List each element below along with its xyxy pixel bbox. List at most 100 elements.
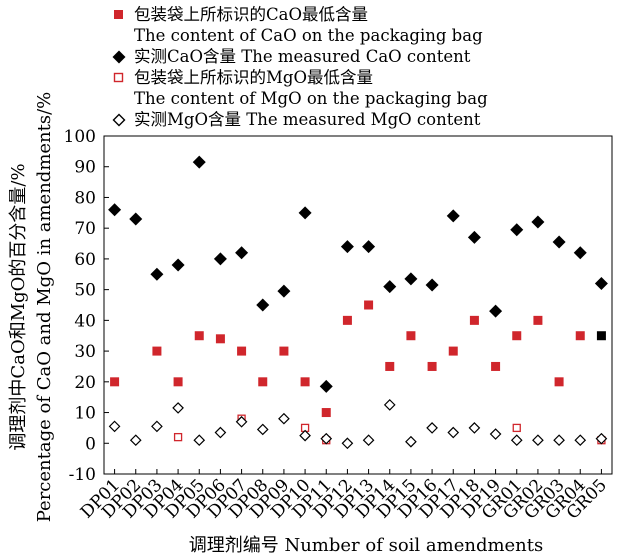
point-mgo-measured (383, 399, 396, 411)
point-cao-label (300, 377, 310, 387)
point-cao-label (258, 377, 268, 387)
point-mgo-measured (574, 434, 587, 447)
point-cao-measured (256, 298, 270, 312)
point-cao-measured (510, 223, 524, 237)
point-mgo-measured (341, 437, 354, 450)
point-mgo-measured (172, 402, 184, 414)
point-cao-measured (150, 267, 164, 281)
point-cao-measured (277, 284, 291, 298)
point-mgo-measured (193, 434, 206, 447)
legend: 包装袋上所标识的CaO最低含量 The content of CaO on th… (112, 4, 612, 130)
legend-marker-open-square (113, 72, 124, 83)
legend-label-cn: 包装袋上所标识的MgO最低含量 (134, 68, 373, 87)
point-cao-measured (404, 272, 418, 286)
point-cao-measured (383, 280, 397, 294)
point-mgo-measured (553, 434, 565, 447)
point-cao-label (385, 361, 395, 371)
point-mgo-measured (129, 434, 142, 447)
point-mgo-label (512, 423, 521, 433)
legend-item-mgo-measured: 实测MgO含量 The measured MgO content (112, 109, 612, 130)
y-tick-label: -10 (69, 465, 96, 485)
x-axis-label: 调理剂编号 Number of soil amendments (189, 535, 544, 556)
legend-marker-filled-square (114, 10, 123, 19)
point-mgo-measured (256, 423, 269, 436)
point-mgo-measured (108, 420, 121, 433)
point-cao-label (279, 346, 289, 356)
point-cao-measured (192, 155, 206, 169)
point-mgo-measured (532, 434, 544, 447)
y-axis-label-en: Percentage of CaO and MgO in amendments/… (34, 92, 55, 523)
legend-item-cao-label: 包装袋上所标识的CaO最低含量 The content of CaO on th… (112, 4, 612, 46)
point-cao-label (469, 315, 479, 325)
point-cao-measured (573, 246, 587, 260)
legend-label-cn: 实测CaO含量 (134, 47, 236, 66)
point-mgo-measured (468, 422, 481, 434)
point-cao-label (575, 331, 585, 341)
point-cao-label (512, 331, 522, 341)
legend-label-en: The measured CaO content (241, 47, 471, 66)
point-cao-measured (531, 215, 545, 229)
legend-label-cn: 实测MgO含量 (134, 110, 241, 129)
legend-label-en: The content of MgO on the packaging bag (134, 89, 488, 108)
point-mgo-measured (426, 422, 438, 434)
point-cao-label (491, 361, 501, 371)
point-mgo-measured (447, 426, 460, 439)
point-cao-label (533, 315, 543, 325)
point-mgo-label (173, 432, 183, 442)
point-mgo-measured (214, 426, 227, 439)
point-cao-measured (129, 212, 143, 226)
legend-marker-open-diamond (112, 113, 126, 127)
point-cao-label (194, 331, 204, 341)
legend-marker-filled-diamond (112, 50, 126, 64)
point-cao-label (364, 300, 374, 310)
y-tick-label: 50 (74, 281, 96, 301)
plot-frame (103, 135, 613, 475)
y-tick-label: 40 (74, 311, 96, 331)
point-mgo-measured (510, 434, 523, 447)
y-tick-label: 10 (74, 404, 96, 424)
y-tick-label: 30 (74, 342, 96, 362)
point-cao-measured (552, 235, 566, 249)
legend-label-en: The content of CaO on the packaging bag (134, 26, 483, 45)
point-cao-label (321, 408, 331, 418)
point-cao-measured (171, 258, 185, 272)
y-tick-label: 60 (74, 250, 96, 270)
point-cao-label (554, 377, 564, 387)
point-cao-label (448, 346, 458, 356)
point-mgo-measured (235, 415, 248, 428)
point-cao-measured (467, 230, 481, 244)
point-cao-measured (489, 304, 503, 318)
point-cao-measured (446, 209, 460, 223)
axes: -100102030405060708090100DP01DP02DP03DP0… (64, 127, 613, 523)
point-cao-measured (362, 240, 376, 254)
point-cao-measured (340, 240, 354, 254)
point-mgo-measured (278, 412, 290, 425)
point-cao-label (110, 377, 120, 387)
point-cao-label (596, 331, 606, 341)
point-cao-measured (235, 246, 249, 260)
y-tick-label: 80 (74, 188, 96, 208)
point-cao-label (406, 331, 416, 341)
legend-item-mgo-label: 包装袋上所标识的MgO最低含量 The content of MgO on th… (112, 67, 612, 109)
legend-item-cao-measured: 实测CaO含量 The measured CaO content (112, 46, 612, 67)
point-cao-label (237, 346, 247, 356)
y-axis-label-cn: 调理剂中CaO和MgO的百分含量/% (8, 163, 29, 450)
point-cao-measured (319, 379, 333, 393)
y-tick-label: 70 (74, 219, 96, 239)
point-mgo-measured (595, 432, 608, 445)
point-cao-measured (594, 276, 608, 290)
y-tick-label: 0 (85, 434, 96, 454)
point-mgo-measured (362, 434, 375, 447)
point-cao-measured (213, 252, 227, 266)
legend-label-cn: 包装袋上所标识的CaO最低含量 (134, 5, 368, 24)
point-cao-label (215, 334, 225, 344)
point-mgo-measured (320, 432, 333, 445)
point-cao-label (152, 346, 162, 356)
point-cao-label (173, 377, 183, 387)
point-mgo-measured (405, 435, 417, 448)
point-mgo-measured (299, 429, 311, 442)
point-cao-label (342, 315, 352, 325)
point-cao-label (427, 361, 437, 371)
y-tick-label: 20 (74, 373, 96, 393)
